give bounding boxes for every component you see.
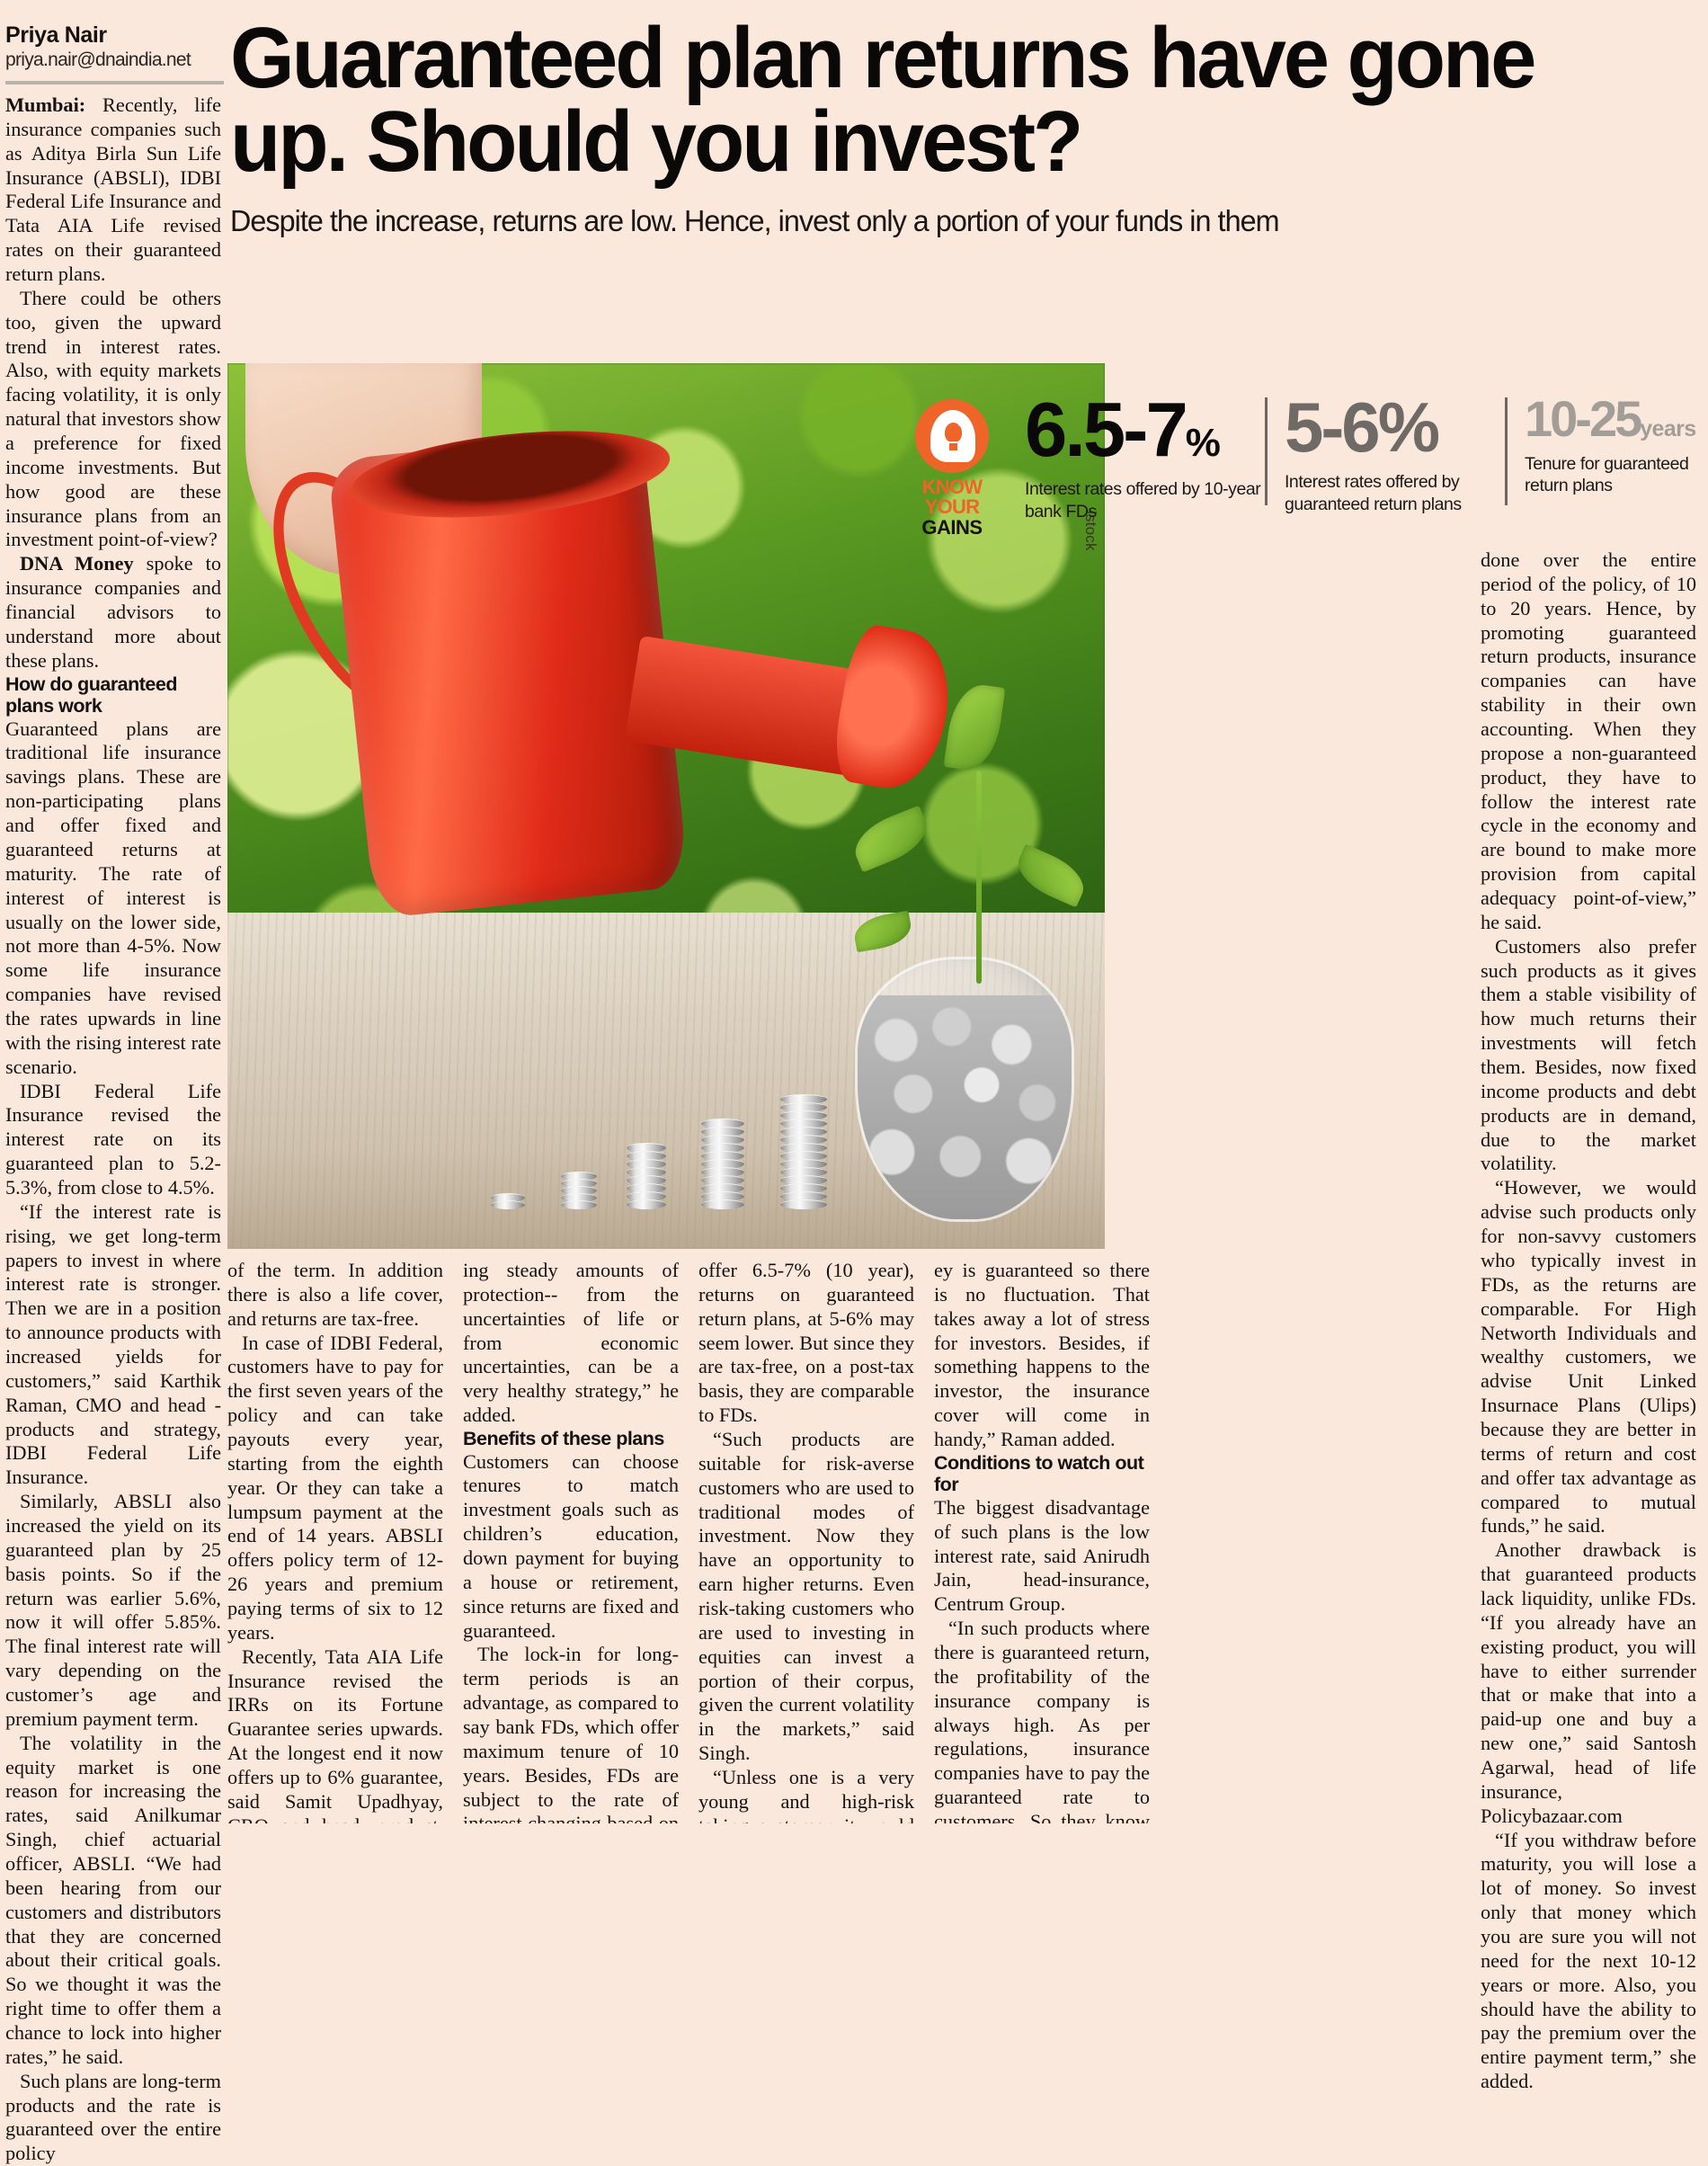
paragraph-dna-money: DNA Money spoke to insurance companies a… [5,552,221,673]
paragraph: “Unless one is a very young and high-ris… [698,1766,914,1823]
paragraph: done over the entire period of the polic… [1481,548,1696,933]
stat-value: 10-25years [1525,394,1696,444]
badge-label-line1: KNOW YOUR [921,476,983,519]
lightbulb-head-icon [915,399,989,473]
coin-stack-4 [701,1118,745,1209]
paragraph: The lock-in for long-term periods is an … [463,1643,679,1823]
photo-credit: istock [1082,511,1099,551]
paragraph: There could be others too, given the upw… [5,286,221,551]
paragraph: IDBI Federal Life Insurance revised the … [5,1079,221,1199]
paragraph: Customers also prefer such products as i… [1481,934,1696,1175]
paragraph: In case of IDBI Federal, customers have … [227,1331,443,1644]
newspaper-page: Priya Nair priya.nair@dnaindia.net Mumba… [5,10,1696,2164]
know-your-gains-badge-group: KNOW YOUR GAINS [899,396,1005,538]
bottom-column-4: ey is guaranteed so there is no fluctuat… [934,1259,1150,1823]
bulb-shape [945,423,962,450]
paragraph: The volatility in the equity market is o… [5,1731,221,2068]
badge-label-line2: GAINS [921,515,983,539]
stat-unit: years [1640,416,1696,441]
plant-stem [976,771,983,984]
author-email[interactable]: priya.nair@dnaindia.net [5,49,191,71]
paragraph: Recently, Tata AIA Life Insurance revise… [227,1645,443,1823]
article-left-column: Mumbai: Recently, life insurance compani… [5,94,221,2164]
article-right-column: done over the entire period of the polic… [1481,548,1696,2094]
paragraph: Another drawback is that guaranteed prod… [1481,1538,1696,1827]
section-heading-benefits: Benefits of these plans [463,1428,664,1450]
headline-block: Guaranteed plan returns have gone up. Sh… [230,10,1695,239]
byline-divider [5,80,224,85]
paragraph: Such plans are long-term products and th… [5,2069,221,2165]
paragraph: Similarly, ABSLI also increased the yiel… [5,1490,221,1730]
stat-card-guaranteed-rates: 5-6% Interest rates offered by guarantee… [1264,392,1505,516]
paragraph: ey is guaranteed so there is no fluctuat… [934,1259,1150,1451]
paragraph-text: Recently, life insurance companies such … [5,94,221,286]
stat-card-fd-rates: 6.5-7% Interest rates offered by 10-year… [1005,392,1265,523]
page-title: Guaranteed plan returns have gone up. Sh… [230,10,1536,191]
paragraph: Customers can choose tenures to match in… [463,1449,679,1642]
stat-number: 6.5-7 [1025,388,1188,473]
paragraph: “Such products are suitable for risk-ave… [698,1428,914,1765]
coin-stack-2 [560,1171,597,1209]
dateline-label: Mumbai: [5,94,86,116]
bulb-ray [952,414,955,421]
coin-jar [854,956,1074,1223]
byline: Priya Nair priya.nair@dnaindia.net [5,23,226,85]
bottom-column-3: offer 6.5-7% (10 year), returns on guara… [698,1259,914,1823]
section-heading-how-plans-work: How do guaranteed plans work [5,673,177,718]
stats-band: KNOW YOUR GAINS 6.5-7% Interest rates of… [899,392,1696,538]
section-heading-conditions: Conditions to watch out for [934,1451,1144,1496]
stat-value: 6.5-7% [1025,392,1265,468]
stat-unit: % [1377,388,1440,467]
paragraph: The biggest disadvantage of such plans i… [934,1495,1150,1616]
paragraph: Guaranteed plans are traditional life in… [5,717,221,1078]
photo-inner [227,363,1105,1249]
paragraph: “If the interest rate is rising, we get … [5,1199,221,1489]
stat-number: 10-25 [1525,390,1642,447]
stat-caption: Interest rates offered by 10-year bank F… [1025,479,1261,522]
stat-number: 5-6 [1284,388,1381,467]
coin-stack-3 [627,1142,667,1209]
stat-caption: Interest rates offered by guaranteed ret… [1284,471,1462,514]
article-photo [227,363,1105,1249]
coin-stack-5 [779,1093,827,1209]
author-name: Priya Nair [5,22,107,48]
bottom-column-2: ing steady amounts of protection-- from … [463,1259,679,1823]
paragraph: ing steady amounts of protection-- from … [463,1259,679,1427]
article-deck: Despite the increase, returns are low. H… [230,205,1280,239]
paragraph-text: spoke to insurance companies and financi… [5,552,221,672]
bottom-column-1: of the term. In addition there is also a… [227,1259,443,1823]
paragraph: “In such products where there is guarant… [934,1617,1150,1823]
paragraph-dateline: Mumbai: Recently, life insurance compani… [5,94,221,287]
jar-coins [857,995,1072,1220]
paragraph: offer 6.5-7% (10 year), returns on guara… [698,1259,914,1427]
stat-unit: % [1185,421,1221,465]
paragraph: “However, we would advise such products … [1481,1176,1696,1538]
paragraph: of the term. In addition there is also a… [227,1259,443,1330]
stat-caption: Tenure for guaranteed return plans [1525,453,1689,496]
stat-value: 5-6% [1285,392,1505,462]
dna-money-label: DNA Money [20,552,134,575]
stat-card-tenure: 10-25years Tenure for guaranteed return … [1505,394,1696,506]
paragraph: “If you withdraw before maturity, you wi… [1481,1828,1696,2093]
article-bottom-columns: of the term. In addition there is also a… [227,1259,1472,1823]
coin-stack-1 [490,1192,525,1209]
